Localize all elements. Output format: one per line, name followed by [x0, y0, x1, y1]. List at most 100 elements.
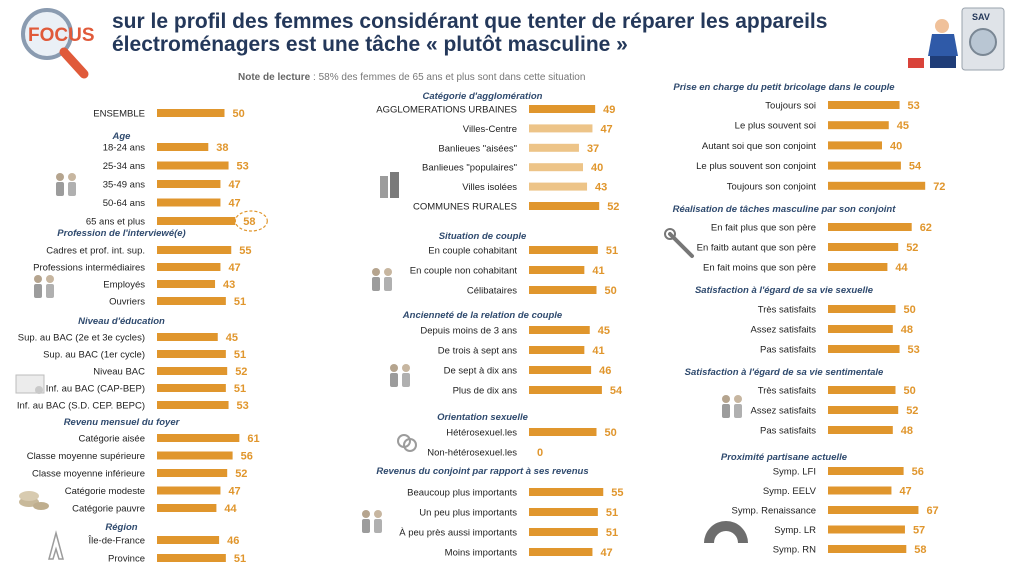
- category-label: Catégorie pauvre: [72, 504, 145, 515]
- page-title: sur le profil des femmes considérant que…: [112, 10, 828, 56]
- category-label: Banlieues "populaires": [422, 163, 517, 174]
- category-label: Inf. au BAC (S.D. CEP. BEPC): [17, 401, 145, 412]
- category-label: Très satisfaits: [758, 386, 816, 397]
- bar: [157, 180, 221, 188]
- value-label: 51: [606, 507, 618, 519]
- value-label: 37: [587, 143, 599, 155]
- category-label: Niveau BAC: [93, 367, 145, 378]
- category-label: Pas satisfaits: [760, 345, 816, 356]
- couple-money-icon-part: [374, 519, 382, 533]
- couple-icon-part: [372, 277, 380, 291]
- bar: [529, 182, 588, 191]
- value-label: 51: [234, 349, 246, 361]
- category-label: De trois à sept ans: [438, 346, 517, 357]
- people-icon-part: [56, 173, 64, 181]
- category-label: Sup. au BAC (1er cycle): [43, 350, 145, 361]
- workers-icon: [34, 275, 54, 298]
- couple-money-icon: [362, 510, 382, 533]
- bar: [529, 508, 598, 516]
- value-label: 46: [599, 365, 611, 377]
- bar: [157, 109, 225, 117]
- section-title: Ancienneté de la relation de couple: [402, 310, 563, 321]
- bar: [529, 105, 596, 113]
- value-label: 47: [899, 486, 911, 498]
- category-label: Toujours soi: [765, 101, 816, 112]
- category-label: Symp. LR: [774, 525, 816, 536]
- bar: [157, 504, 217, 512]
- value-label: 47: [228, 198, 240, 210]
- couple-icon-part: [384, 268, 392, 276]
- category-label: Non-hétérosexuel.les: [427, 448, 517, 459]
- calendar-couple-icon-part: [402, 364, 410, 372]
- buildings-icon-part: [380, 176, 388, 198]
- value-label: 47: [228, 262, 240, 274]
- category-label: Symp. EELV: [763, 486, 817, 497]
- value-label: 53: [908, 100, 920, 112]
- category-label: En faitb autant que son père: [697, 243, 816, 254]
- bar: [828, 406, 899, 414]
- calendar-couple-icon-part: [390, 364, 398, 372]
- machine-door-icon: [969, 28, 997, 56]
- bar: [828, 263, 888, 271]
- category-label: En couple non cohabitant: [410, 266, 518, 277]
- tools-icon: [664, 228, 694, 258]
- category-label: Un peu plus importants: [419, 508, 517, 519]
- category-label: Hétérosexuel.les: [446, 428, 517, 439]
- bar: [828, 181, 926, 190]
- bar: [157, 333, 218, 341]
- section-title: Catégorie d'agglomération: [423, 91, 543, 102]
- section-title: Revenu mensuel du foyer: [64, 417, 181, 428]
- bar: [828, 121, 889, 130]
- value-label: 50: [904, 304, 916, 316]
- category-label: Pas satisfaits: [760, 426, 816, 437]
- focus-logo-text: FOCUS: [28, 25, 95, 46]
- category-label: En couple cohabitant: [428, 246, 517, 257]
- category-label: Classe moyenne supérieure: [27, 451, 145, 462]
- value-label: 58: [243, 216, 255, 228]
- value-label: 44: [895, 262, 908, 274]
- category-label: 65 ans et plus: [86, 217, 145, 228]
- section-title: Niveau d'éducation: [78, 316, 165, 327]
- value-label: 53: [908, 344, 920, 356]
- reading-note: Note de lecture : 58% des femmes de 65 a…: [238, 72, 585, 83]
- category-label: Beaucoup plus importants: [407, 488, 517, 499]
- category-label: Le plus souvent son conjoint: [696, 161, 816, 172]
- bar: [157, 143, 209, 151]
- coins-icon-part: [33, 502, 49, 510]
- coins-icon: [19, 491, 49, 510]
- bar: [828, 305, 896, 313]
- value-label: 48: [901, 425, 913, 437]
- bar: [828, 426, 893, 434]
- section-title: Revenus du conjoint par rapport à ses re…: [376, 466, 588, 477]
- value-label: 47: [600, 123, 612, 135]
- section-title: Satisfaction à l'égard de sa vie sexuell…: [695, 285, 874, 296]
- bar: [157, 161, 229, 170]
- bar: [828, 161, 901, 170]
- section-title: Orientation sexuelle: [437, 412, 529, 423]
- hug-icon: [722, 395, 742, 418]
- value-label: 52: [235, 468, 247, 480]
- value-label: 47: [228, 179, 240, 191]
- hug-icon-part: [734, 395, 742, 403]
- bar: [157, 297, 226, 305]
- tools-icon-part: [664, 228, 676, 240]
- category-label: Professions intermédiaires: [33, 263, 145, 274]
- hug-icon-part: [734, 404, 742, 418]
- category-label: De sept à dix ans: [444, 366, 518, 377]
- bar: [529, 124, 593, 133]
- value-label: 53: [237, 400, 249, 412]
- bar: [529, 246, 598, 254]
- workers-icon-part: [34, 275, 42, 283]
- category-label: Plus de dix ans: [453, 386, 518, 397]
- value-label: 43: [223, 279, 235, 291]
- value-label: 43: [595, 182, 607, 194]
- category-label: Moins importants: [445, 548, 518, 559]
- couple-money-icon-part: [374, 510, 382, 518]
- couple-money-icon-part: [362, 519, 370, 533]
- hug-icon-part: [722, 395, 730, 403]
- bar: [157, 263, 221, 271]
- eiffel-tower-icon: [48, 530, 64, 560]
- value-label: 53: [237, 161, 249, 173]
- calendar-couple-icon: [390, 364, 410, 387]
